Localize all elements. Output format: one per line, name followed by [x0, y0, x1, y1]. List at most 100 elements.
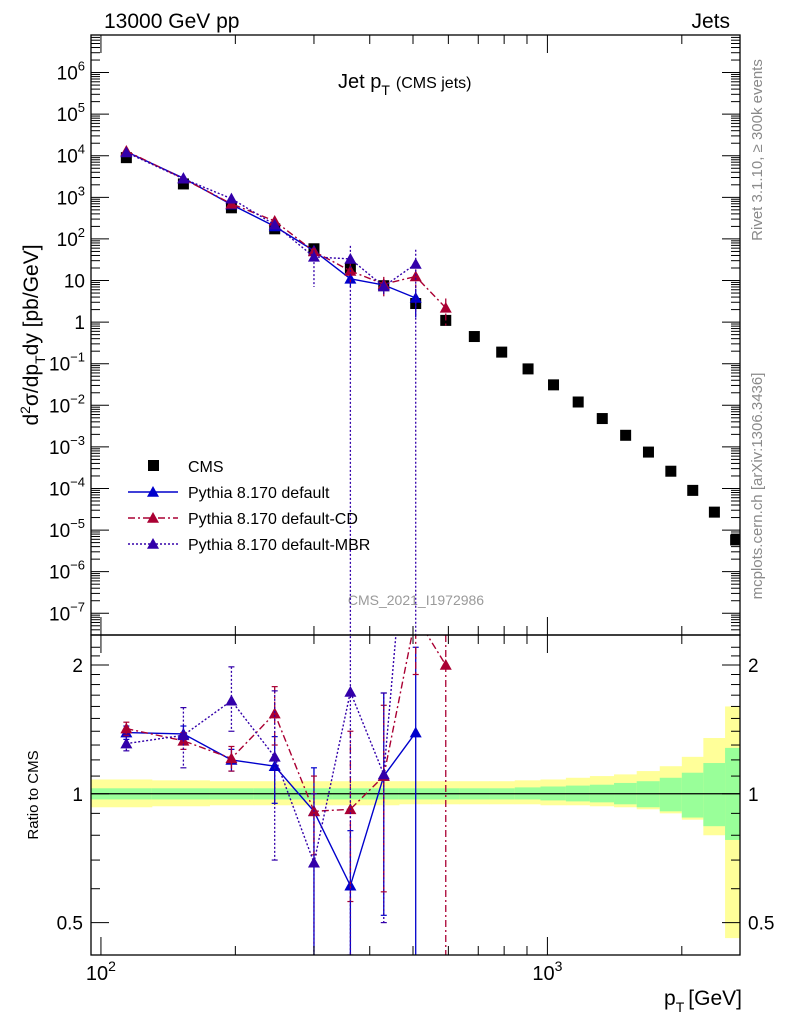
cms-data-point [496, 346, 508, 358]
legend-entry-label: Pythia 8.170 default-CD [188, 511, 358, 528]
cms-data-point [522, 363, 534, 375]
ratio-point [268, 750, 281, 762]
mc-data-point [409, 257, 422, 269]
ratio-point [177, 729, 190, 741]
axis-tick-labels: 102 103 10−7 10−6 10−5 10−4 10−3 10−2 10−1 1 10 102… [49, 59, 774, 985]
legend-entry-label: Pythia 8.170 default-MBR [188, 537, 370, 554]
ratio-y-tick-label-right: 1 [748, 785, 759, 806]
cms-data-point [468, 331, 480, 343]
ratio-point [225, 752, 238, 764]
stat-band-bin [703, 763, 726, 827]
cms-data-point [730, 534, 740, 546]
legend-entry-label: Pythia 8.170 default [188, 485, 330, 502]
axis-ticks [91, 34, 740, 955]
ratio-series-2 [120, 635, 397, 955]
legend-marker-triangle [147, 538, 159, 549]
ratio-point [409, 726, 422, 738]
cms-data-point [642, 446, 654, 458]
ratio-series [120, 635, 452, 955]
series-line [126, 151, 416, 299]
plot-title-extra: (CMS jets) [396, 75, 472, 92]
x-tick-label: 103 [532, 958, 562, 985]
mc-data-point [409, 291, 422, 303]
ratio-point [268, 760, 281, 772]
main-y-tick-label: 1 [74, 313, 85, 334]
stat-band-bin [659, 777, 683, 812]
main-y-tick-label: 10−2 [49, 391, 85, 417]
mc-data-point [225, 192, 238, 204]
ratio-line [126, 635, 447, 813]
cms-data-point [708, 506, 720, 518]
ratio-y-tick-label-right: 2 [748, 656, 759, 677]
ratio-y-tick-label-right: 0.5 [748, 914, 774, 935]
main-y-axis-label: d2σ/dpTdy [pb/GeV] [17, 244, 48, 425]
ylabel-rest: dy [pb/GeV] [20, 244, 43, 355]
ratio-point [307, 856, 320, 868]
main-y-tick-label: 105 [57, 100, 85, 126]
mc-data-point [177, 172, 190, 184]
cms-data-point [687, 484, 699, 496]
cms-data-point [548, 379, 560, 391]
main-y-tick-label: 10−7 [49, 599, 85, 625]
ratio-point [120, 737, 133, 749]
plot-title-subscript: T [381, 82, 390, 98]
mc-data-point [344, 252, 357, 264]
mc-data-point [439, 301, 452, 313]
cms-data-point [572, 396, 584, 408]
main-y-tick-label: 10−6 [49, 558, 85, 584]
main-y-tick-label: 10 [64, 272, 85, 293]
ylabel-subscript: T [32, 355, 48, 364]
main-y-tick-label: 103 [57, 183, 85, 209]
legend-marker-square [148, 460, 159, 471]
legend-entry-label: CMS [188, 459, 224, 476]
legend-marker-triangle [147, 512, 159, 523]
ratio-series-0 [120, 646, 422, 955]
ratio-point [377, 768, 390, 780]
ratio-point [225, 694, 238, 706]
ratio-series-1 [120, 635, 452, 955]
ratio-y-tick-label-left: 2 [72, 656, 83, 677]
analysis-watermark: CMS_2021_I1972986 [348, 592, 484, 608]
ratio-y-axis-label: Ratio to CMS [25, 750, 42, 839]
main-y-tick-label: 104 [57, 142, 85, 168]
ylabel-sigma: σ/dp [20, 364, 43, 406]
ratio-line [126, 635, 397, 866]
ratio-y-tick-label-left: 1 [72, 785, 83, 806]
xlabel-p: p [664, 987, 676, 1010]
mc-data-point [268, 218, 281, 230]
xlabel-subscript: T [676, 999, 685, 1015]
main-y-tick-label: 106 [57, 59, 85, 85]
mc-data-point [377, 280, 390, 292]
main-y-tick-label: 10−5 [49, 516, 85, 542]
mc-data-point [409, 270, 422, 282]
mcplots-label: mcplots.cern.ch [arXiv:1306.3436] [749, 373, 766, 600]
cms-data-point [596, 413, 608, 425]
main-y-tick-label: 102 [57, 225, 85, 251]
ratio-line [126, 731, 417, 888]
legend-marker-triangle [147, 486, 159, 497]
mc-data-point [120, 146, 133, 158]
main-series-3 [120, 146, 422, 635]
cms-data-point [120, 152, 132, 164]
plot-title-main: Jet p [338, 71, 381, 93]
beam-label: 13000 GeV pp [104, 10, 239, 33]
legend: CMS Pythia 8.170 default Pythia 8.170 defa… [128, 459, 370, 554]
process-label: Jets [691, 10, 730, 33]
series-line [126, 151, 417, 288]
main-y-tick-label: 10−3 [49, 433, 85, 459]
ratio-point [439, 658, 452, 670]
ratio-point [120, 722, 133, 734]
ylabel-d: d [20, 414, 43, 426]
ratio-point [344, 685, 357, 697]
x-axis-label: pT [GeV] [664, 987, 742, 1015]
cms-data-point [177, 178, 189, 190]
main-y-tick-label: 10−1 [49, 350, 85, 376]
cms-data-point [620, 429, 632, 441]
rivet-label: Rivet 3.1.10, ≥ 300k events [749, 59, 766, 241]
ratio-frame [90, 634, 741, 956]
cms-data-point [665, 465, 677, 477]
main-series [120, 145, 740, 635]
x-tick-label: 102 [86, 958, 116, 985]
stat-band-bin [681, 772, 704, 818]
